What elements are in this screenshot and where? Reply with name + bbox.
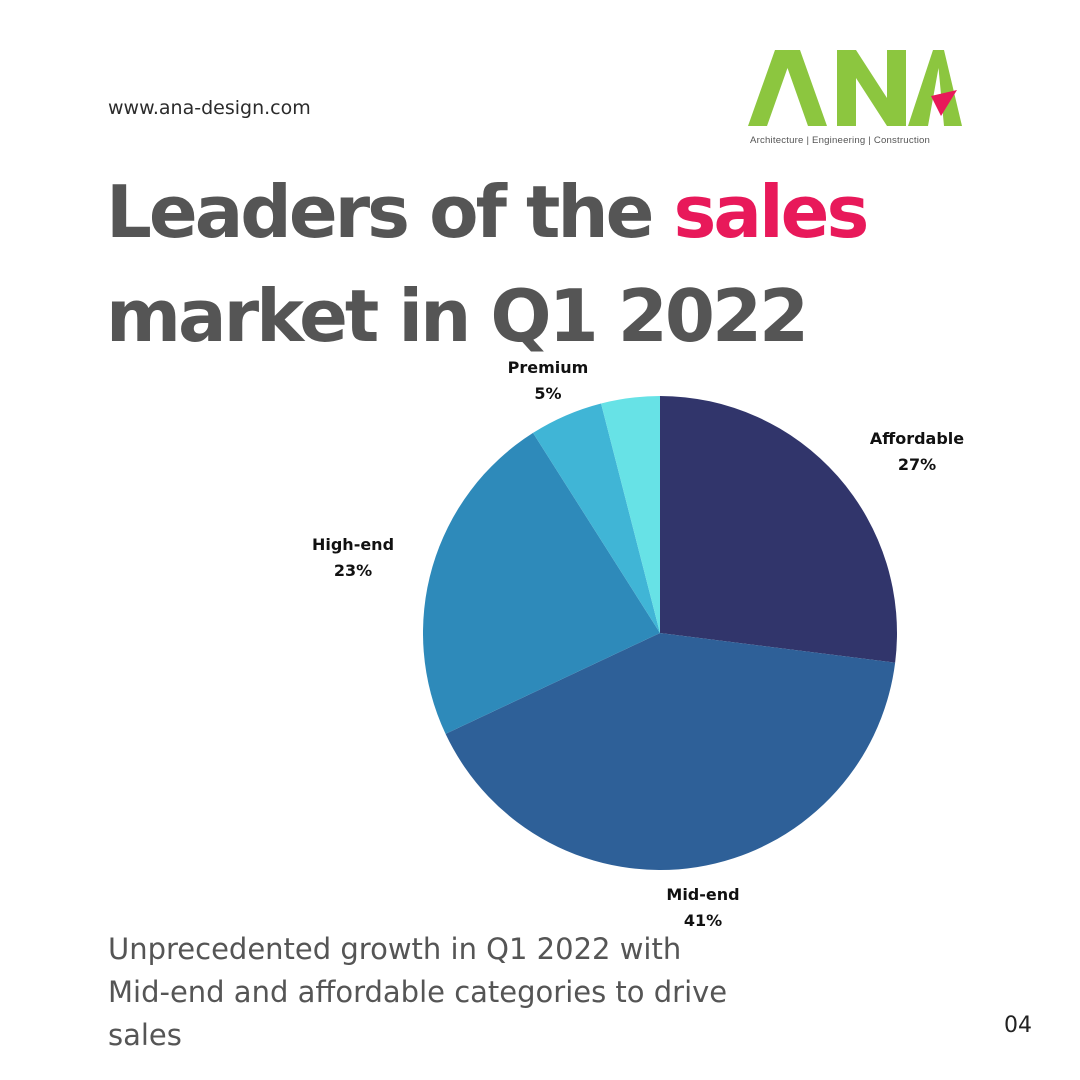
pie-slice-mid-end xyxy=(445,633,896,870)
logo-tagline: Architecture | Engineering | Constructio… xyxy=(750,135,931,146)
slice-label-affordable: Affordable xyxy=(870,429,964,448)
pie-slice-high-end xyxy=(423,432,660,734)
slice-label-premium: Premium xyxy=(508,358,589,377)
slice-value-affordable: 27% xyxy=(898,455,936,474)
slice-value-high-end: 23% xyxy=(334,561,372,580)
pie-labels: Affordable 27% Mid-end 41% High-end 23% Premiu… xyxy=(312,358,964,930)
pie-slice-other xyxy=(601,396,660,633)
pie-slice-affordable xyxy=(660,396,897,663)
pie-slice-premium xyxy=(533,403,660,633)
logo-accent-icon xyxy=(931,90,957,116)
subtitle: Unprecedented growth in Q1 2022 with Mid… xyxy=(108,932,728,1052)
title-accent-word: sales xyxy=(673,170,870,254)
logo-letter-a1 xyxy=(748,50,827,126)
title-part-1: Leaders of the xyxy=(106,170,674,254)
logo-letter-a2 xyxy=(908,50,962,126)
page-title: Leaders of the sales market in Q1 2022 xyxy=(106,160,870,368)
page-number: 04 xyxy=(1004,1013,1032,1038)
slice-value-mid-end: 41% xyxy=(684,911,722,930)
title-part-2: market in Q1 2022 xyxy=(106,274,809,358)
pie-slices xyxy=(423,396,897,870)
slice-label-mid-end: Mid-end xyxy=(666,885,739,904)
ana-logo-letters xyxy=(748,50,962,126)
slice-value-premium: 5% xyxy=(534,384,561,403)
slice-label-high-end: High-end xyxy=(312,535,394,554)
ana-logo: Architecture | Engineering | Constructio… xyxy=(748,50,968,150)
website-url: www.ana-design.com xyxy=(108,97,311,119)
logo-letter-n xyxy=(837,50,906,126)
